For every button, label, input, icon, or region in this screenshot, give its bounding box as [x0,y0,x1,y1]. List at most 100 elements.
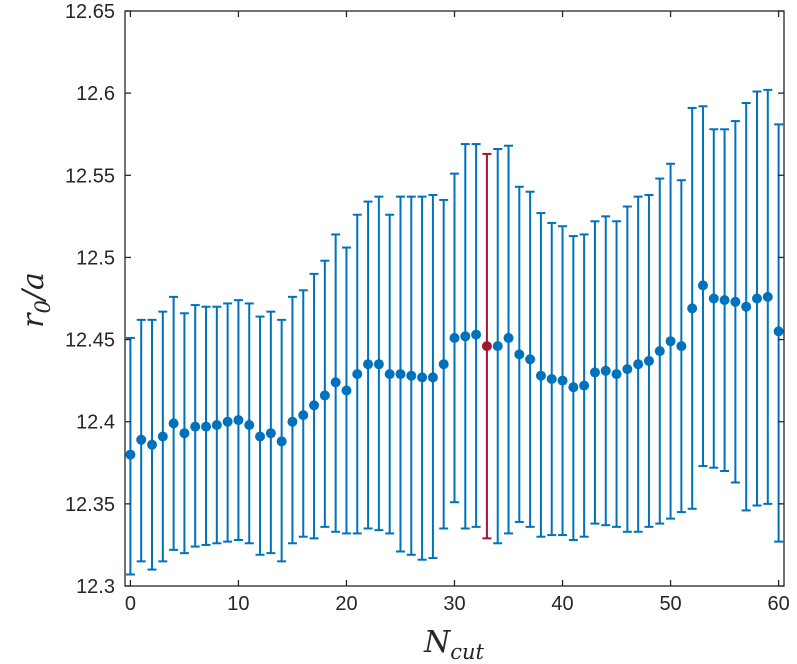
data-point [179,428,190,439]
data-point-group [460,143,471,530]
data-point-group [168,295,179,551]
data-point-group [276,318,287,563]
data-point [708,293,719,304]
data-point-group [589,220,600,525]
data-point-group [481,152,492,540]
data-point [654,346,665,357]
data-point-group [244,302,255,545]
data-point [222,416,233,427]
data-point [438,359,449,370]
x-axis-label: Ncut [423,625,485,664]
y-axis-label: r0/a [16,272,55,328]
y-tick-label: 12.55 [65,165,115,187]
data-point-group [179,312,190,555]
data-point [697,280,708,291]
data-point [395,369,406,380]
data-point-group [438,198,449,530]
x-tick-label: 30 [443,593,465,615]
data-point [147,439,158,450]
data-point-group [676,179,687,514]
data-point [373,359,384,370]
data-point-group [579,233,590,538]
data-point [136,434,147,445]
data-point [255,431,266,442]
data-point-group [611,220,622,528]
data-point-group [449,172,460,504]
data-point-group [762,88,773,505]
data-point [773,326,784,337]
data-point-group [287,295,298,545]
data-point-group [471,143,482,528]
data-point [287,416,298,427]
data-point [427,372,438,383]
data-point-group [330,233,341,533]
data-point [600,365,611,376]
y-tick-label: 12.6 [76,83,115,105]
data-point [546,374,557,384]
data-point [481,341,492,352]
data-point-group [233,299,244,541]
data-point [633,359,644,370]
data-point [719,295,730,306]
x-tick-label: 60 [767,593,789,615]
data-point-group [503,144,514,535]
data-point-group [535,212,546,538]
data-point-group [125,336,136,576]
data-point-group [201,305,212,546]
data-point [406,370,417,381]
data-point-group [373,195,384,532]
data-point [276,436,287,447]
data-point-group [697,105,708,468]
data-point [449,332,460,343]
data-point-group [406,195,417,556]
data-point [643,355,654,366]
data-point [233,415,244,426]
x-tick-label: 0 [125,593,136,615]
data-point-group [600,215,611,527]
x-tick-label: 10 [227,593,249,615]
data-point [319,390,330,401]
data-point-group [514,185,525,523]
data-point [352,369,363,380]
data-point [309,400,320,411]
data-point-group [751,90,762,507]
data-point-group [427,194,438,560]
data-point [751,293,762,304]
data-point-group [147,318,158,571]
data-point [298,410,309,421]
data-point-group [341,246,352,535]
data-point [622,364,633,375]
data-point-group [417,195,428,561]
data-point [211,420,222,430]
data-point-group [643,194,654,528]
data-point [568,382,579,393]
data-point-group [157,310,168,563]
data-point-group [265,310,276,555]
y-tick-label: 12.5 [76,247,115,269]
data-point-group [557,225,568,537]
data-point [525,354,536,365]
data-point [611,369,622,380]
data-point-group [363,200,374,530]
data-point [244,420,255,430]
data-point [417,372,428,383]
data-point-group [384,213,395,535]
y-tick-label: 12.4 [76,412,115,434]
data-point [762,291,773,302]
data-point [330,377,341,388]
data-point-group [633,195,644,533]
data-point [460,331,471,342]
data-point-group [622,205,633,533]
data-point [687,303,698,314]
data-point [157,431,168,442]
data-point-group [719,128,730,472]
data-point [363,359,374,370]
data-point-group [525,190,536,528]
y-tick-label: 12.45 [65,330,115,352]
data-point [741,301,752,312]
data-point-group [654,177,665,525]
data-point [589,367,600,378]
data-point [579,380,590,391]
data-point [676,341,687,352]
